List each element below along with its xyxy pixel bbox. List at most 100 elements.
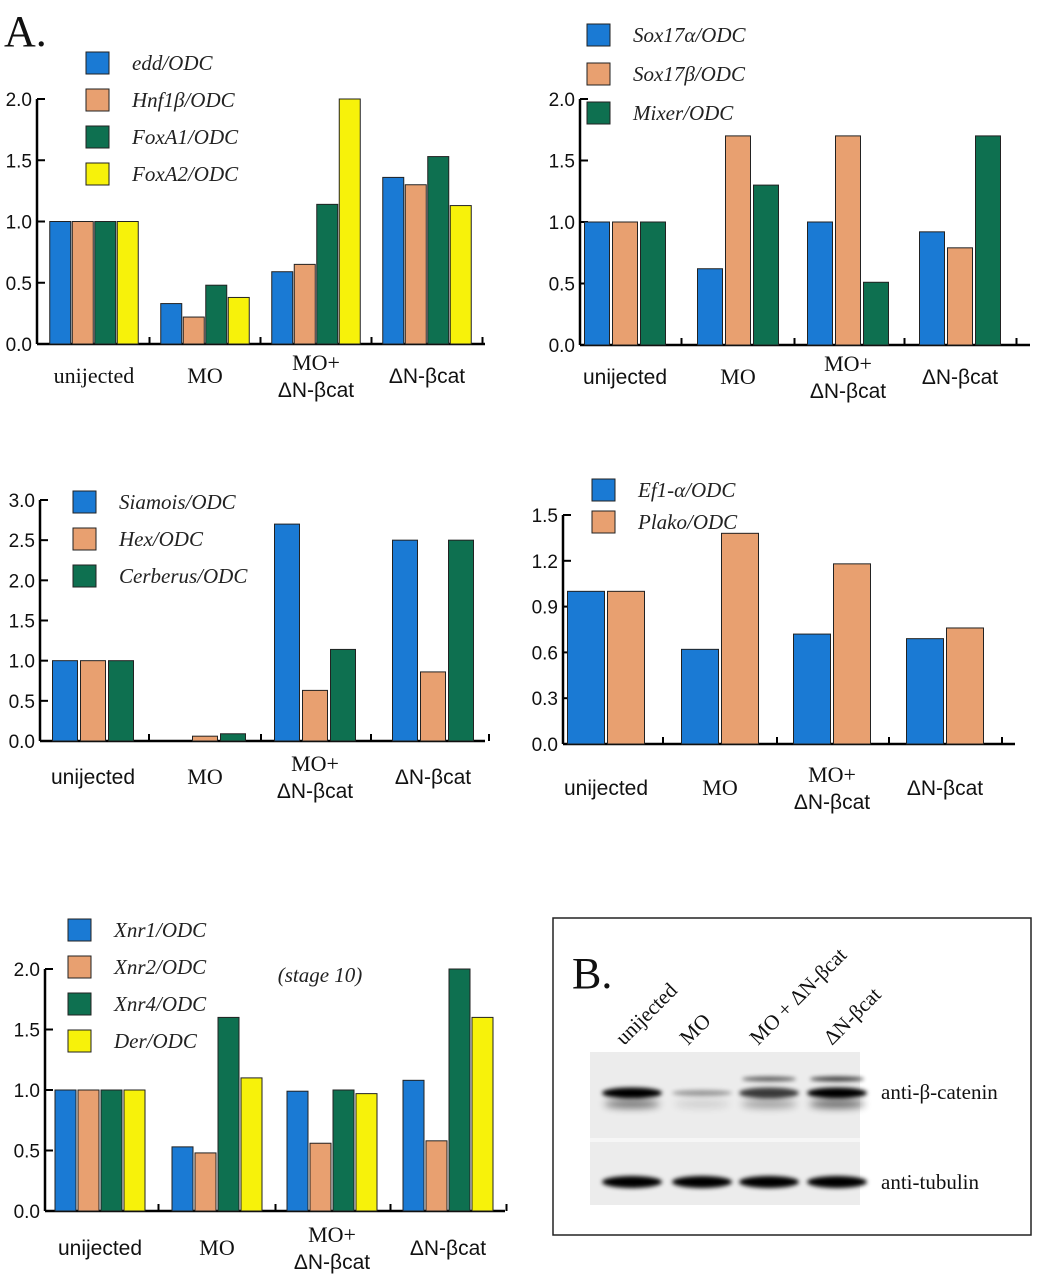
- category-label: MO+: [808, 762, 856, 787]
- category-label: ΔN-βcat: [922, 366, 998, 389]
- bar-3-3: [332, 1089, 355, 1212]
- bar-2-3: [205, 284, 228, 345]
- y-tick-label: 2.0: [9, 571, 35, 592]
- y-tick-label: 1.5: [532, 506, 558, 527]
- bar-2-1: [697, 268, 723, 346]
- legend-swatch: [67, 955, 92, 979]
- bar-1-3: [100, 1089, 123, 1212]
- band-tubulin: [672, 1176, 732, 1188]
- bar-4-1: [906, 638, 944, 745]
- bar-3-3: [316, 203, 339, 345]
- bar-1-2: [71, 221, 94, 345]
- bar-4-3: [448, 968, 471, 1212]
- y-tick-label: 0.5: [6, 274, 32, 295]
- y-tick-label: 2.0: [14, 960, 40, 981]
- category-label: ΔN-βcat: [907, 777, 983, 800]
- y-tick-label: 0.0: [9, 732, 35, 753]
- category-label: unijected: [51, 766, 135, 789]
- band-tubulin: [807, 1176, 867, 1188]
- legend-swatch: [67, 992, 92, 1016]
- bar-3-1: [274, 523, 300, 742]
- bar-2-2: [194, 1152, 217, 1212]
- bar-3-1: [807, 221, 833, 346]
- row-label-beta-catenin: anti-β-catenin: [881, 1080, 998, 1104]
- legend-swatch: [72, 564, 97, 588]
- band-tubulin: [739, 1176, 799, 1188]
- category-label: MO: [187, 764, 222, 789]
- bar-4-3: [427, 156, 450, 345]
- category-label: MO+: [824, 351, 872, 376]
- category-label: ΔN-βcat: [278, 379, 354, 402]
- bar-1-1: [584, 221, 610, 346]
- legend-swatch: [586, 23, 611, 47]
- bar-1-1: [49, 221, 72, 345]
- y-tick-label: 1.0: [9, 652, 35, 673]
- legend-swatch: [85, 51, 110, 75]
- band-beta-catenin-lower: [741, 1100, 797, 1108]
- chart-2: 0.0 0.5 1.0 1.5 2.0 unijected MO MO+ ΔN-βcat ΔN-β…: [549, 23, 1030, 403]
- panel-label-a: A.: [4, 7, 47, 56]
- category-label: ΔN-βcat: [410, 1237, 486, 1260]
- legend-label: Cerberus/ODC: [119, 564, 248, 588]
- legend-label: FoxA1/ODC: [131, 125, 239, 149]
- category-label: ΔN-βcat: [810, 380, 886, 403]
- bar-2-4: [227, 296, 250, 345]
- legend-label: Xnr1/ODC: [113, 918, 207, 942]
- legend-swatch: [591, 478, 616, 502]
- panel-label-b: B.: [572, 949, 612, 998]
- y-tick-label: 1.5: [9, 612, 35, 633]
- y-tick-label: 0.0: [532, 735, 558, 756]
- bar-1-2: [607, 590, 645, 745]
- bar-2-2: [182, 316, 205, 345]
- bar-4-2: [947, 247, 973, 346]
- category-label: unijected: [564, 777, 648, 800]
- y-tick-label: 3.0: [9, 491, 35, 512]
- bar-2-3: [753, 184, 779, 346]
- lane-label: MO: [675, 1009, 716, 1050]
- legend-label: Der/ODC: [113, 1029, 198, 1053]
- legend-label: Ef1-α/ODC: [637, 478, 736, 502]
- bar-3-2: [293, 263, 316, 345]
- y-tick-label: 1.5: [6, 151, 32, 172]
- band-tubulin: [602, 1176, 662, 1188]
- legend-label: Plako/ODC: [637, 510, 738, 534]
- bar-1-3: [94, 221, 117, 345]
- lane-label: unijected: [611, 978, 683, 1050]
- bar-1-1: [54, 1089, 77, 1212]
- bar-1-3: [108, 660, 134, 742]
- panel-b-frame: [552, 917, 1032, 1236]
- bar-3-3: [863, 281, 889, 346]
- bar-4-2: [404, 184, 427, 345]
- bar-2-1: [160, 303, 183, 345]
- legend-swatch: [586, 101, 611, 125]
- legend-label: Sox17β/ODC: [633, 62, 746, 86]
- category-label: ΔN-βcat: [794, 791, 870, 814]
- bar-2-2: [725, 135, 751, 346]
- band-beta-catenin-upper: [742, 1076, 796, 1082]
- band-beta-catenin-lower: [604, 1100, 660, 1108]
- bar-4-2: [420, 671, 446, 742]
- chart-annotation: (stage 10): [278, 963, 363, 987]
- chart-4: 0.0 0.3 0.6 0.9 1.2 1.5 unijected MO MO+ ΔN-βcat Δ…: [532, 478, 1015, 814]
- legend-label: Xnr4/ODC: [113, 992, 207, 1016]
- band-beta-catenin: [602, 1087, 662, 1099]
- category-label: ΔN-βcat: [294, 1251, 370, 1274]
- category-label: MO: [720, 364, 755, 389]
- y-tick-label: 2.0: [549, 90, 575, 111]
- chart-3: 0.0 0.5 1.0 1.5 2.0 2.5 3.0 unijected MO MO+ ΔN-βc…: [9, 490, 490, 803]
- row-label-tubulin: anti-tubulin: [881, 1170, 979, 1194]
- y-tick-label: 0.5: [549, 275, 575, 296]
- bar-3-2: [835, 135, 861, 346]
- legend-label: Sox17α/ODC: [633, 23, 747, 47]
- band-beta-catenin-upper: [810, 1076, 864, 1082]
- legend-label: Mixer/ODC: [632, 101, 734, 125]
- category-label: MO+: [308, 1222, 356, 1247]
- bar-1-4: [116, 221, 139, 345]
- y-tick-label: 0.9: [532, 598, 558, 619]
- legend-label: Siamois/ODC: [119, 490, 237, 514]
- legend-swatch: [85, 125, 110, 149]
- bar-2-1: [681, 648, 719, 745]
- bar-4-1: [382, 176, 405, 345]
- bar-2-1: [171, 1146, 194, 1212]
- legend-label: edd/ODC: [132, 51, 213, 75]
